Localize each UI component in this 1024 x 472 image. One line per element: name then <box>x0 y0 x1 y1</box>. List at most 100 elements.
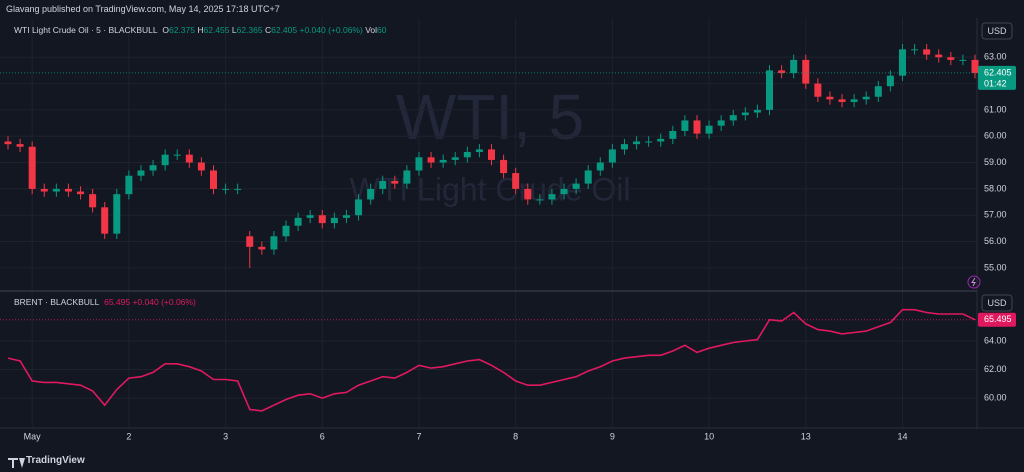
last-price-label: 65.495 <box>984 314 1012 324</box>
candle-body <box>415 157 423 171</box>
watermark: WTI, 5 <box>396 81 584 153</box>
countdown-label: 01:42 <box>984 78 1007 88</box>
candle-body <box>693 120 701 134</box>
y-tick-label: 57.00 <box>984 210 1007 220</box>
candle-body <box>669 130 677 139</box>
close: 62.405 <box>271 25 298 35</box>
candle-body <box>536 199 544 201</box>
candle-body <box>584 170 592 184</box>
candle-body <box>149 165 157 171</box>
tv-logo <box>8 458 25 468</box>
y-tick-label: 55.00 <box>984 262 1007 272</box>
y-tick-label: 56.00 <box>984 236 1007 246</box>
c-label: C <box>264 25 272 35</box>
background <box>0 18 1024 446</box>
candle-body <box>935 54 943 58</box>
y-tick-label: 63.00 <box>984 52 1007 62</box>
candle-body <box>113 194 121 234</box>
candle-body <box>862 96 870 100</box>
candle-body <box>342 215 350 218</box>
candle-body <box>270 236 278 250</box>
candle-body <box>427 157 435 163</box>
candle-body <box>500 159 508 174</box>
symbol: WTI Light Crude Oil · 5 · BLACKBULL <box>14 25 158 35</box>
candle-body <box>282 225 290 237</box>
candle-body <box>705 125 713 134</box>
y-tick-label: 64.00 <box>984 335 1007 345</box>
candle-body <box>185 154 193 163</box>
currency-button[interactable] <box>981 294 1013 312</box>
candle-body <box>330 217 338 224</box>
x-tick-label: 8 <box>513 431 518 441</box>
candle-body <box>717 120 725 126</box>
candle-body <box>741 112 749 116</box>
alert-icon[interactable] <box>967 275 981 289</box>
candle-body <box>451 157 459 160</box>
candle-body <box>657 138 665 142</box>
candle-body <box>911 49 919 51</box>
candle-body <box>596 162 604 171</box>
candle-body <box>258 246 266 250</box>
candle-body <box>209 170 217 189</box>
wti-legend: WTI Light Crude Oil · 5 · BLACKBULL O62.… <box>14 25 386 35</box>
low: 62.365 <box>236 25 263 35</box>
candle-body <box>234 188 242 190</box>
brent-legend: BRENT · BLACKBULL 65.495 +0.040 (+0.06%) <box>14 297 196 307</box>
open: 62.375 <box>168 25 195 35</box>
candle-body <box>778 70 786 74</box>
currency-label: USD <box>987 26 1007 36</box>
x-tick-label: 6 <box>320 431 325 441</box>
candle-body <box>560 188 568 195</box>
watermark-subtitle: WTI Light Crude Oil <box>350 171 631 207</box>
candle-body <box>173 154 181 156</box>
candle-body <box>645 141 653 143</box>
candle-body <box>64 188 72 192</box>
o-label: O <box>162 25 169 35</box>
candle-body <box>294 217 302 226</box>
candle-body <box>898 49 906 76</box>
candle-body <box>947 57 955 60</box>
candle-body <box>608 149 616 163</box>
x-tick-label: 10 <box>704 431 714 441</box>
y-tick-label: 60.00 <box>984 131 1007 141</box>
candle-body <box>488 149 495 160</box>
brand: TradingView <box>26 455 85 466</box>
candle-body <box>923 49 931 55</box>
last: 65.495 <box>104 297 131 307</box>
symbol: BRENT · BLACKBULL <box>14 297 100 307</box>
candle-body <box>403 170 411 184</box>
candle-body <box>246 236 254 247</box>
change: +0.040 (+0.06%) <box>299 25 363 35</box>
candle-body <box>850 99 858 102</box>
x-tick-label: 9 <box>610 431 615 441</box>
x-tick-label: 3 <box>223 431 228 441</box>
last-price-box <box>978 312 1016 327</box>
x-tick-label: 14 <box>897 431 907 441</box>
candle-body <box>802 59 810 84</box>
candle-body <box>681 120 689 131</box>
candle-body <box>137 170 145 176</box>
candle-body <box>16 144 24 147</box>
candle-body <box>367 188 375 200</box>
x-tick-label: 7 <box>416 431 421 441</box>
candle-body <box>355 199 363 216</box>
candle-body <box>838 99 846 102</box>
candle-body <box>318 215 326 224</box>
h-label: H <box>197 25 204 35</box>
candle-body <box>814 83 822 97</box>
candle-body <box>826 96 834 100</box>
y-tick-label: 61.00 <box>984 104 1007 114</box>
candle-body <box>633 141 641 145</box>
candle-body <box>886 75 894 87</box>
candle-body <box>971 59 979 74</box>
last-price-label: 62.405 <box>984 67 1012 77</box>
candle-body <box>439 159 447 163</box>
x-tick-label: May <box>24 431 42 441</box>
candle-body <box>4 141 12 145</box>
candle-body <box>197 162 205 171</box>
candle-body <box>77 191 85 195</box>
currency-button[interactable] <box>981 22 1013 40</box>
candle-body <box>52 188 60 192</box>
